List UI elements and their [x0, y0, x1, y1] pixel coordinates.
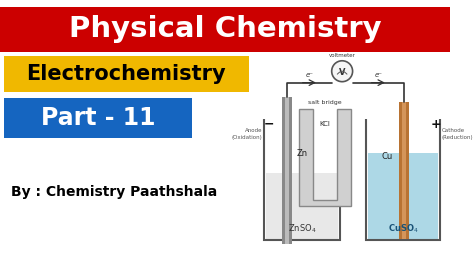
Bar	[402, 102, 406, 239]
Text: KCl: KCl	[319, 122, 330, 127]
Bar	[0, 7, 450, 52]
Bar	[266, 173, 338, 240]
Bar	[368, 153, 438, 240]
PathPatch shape	[300, 109, 351, 206]
Bar	[399, 102, 409, 239]
Text: Anode
(Oxidation): Anode (Oxidation)	[232, 128, 262, 140]
Bar	[4, 98, 192, 138]
Text: Physical Chemistry: Physical Chemistry	[69, 15, 382, 43]
Text: voltmeter: voltmeter	[328, 53, 356, 58]
Bar	[285, 97, 289, 244]
Text: +: +	[431, 118, 442, 131]
Bar	[283, 97, 292, 244]
Text: ZnSO$_4$: ZnSO$_4$	[288, 223, 317, 235]
Bar	[4, 56, 249, 92]
Text: Cathode
(Reduction): Cathode (Reduction)	[442, 128, 474, 140]
Text: −: −	[264, 118, 274, 131]
Text: e⁻: e⁻	[374, 72, 382, 78]
Circle shape	[332, 61, 353, 82]
Text: By : Chemistry Paathshala: By : Chemistry Paathshala	[11, 185, 218, 199]
Text: salt bridge: salt bridge	[308, 101, 342, 105]
Text: Part - 11: Part - 11	[41, 106, 155, 130]
Text: Cu: Cu	[381, 152, 392, 161]
Text: Zn: Zn	[297, 149, 308, 159]
Text: Electrochemistry: Electrochemistry	[27, 64, 226, 84]
Text: V: V	[339, 68, 346, 77]
Text: CuSO$_4$: CuSO$_4$	[388, 223, 419, 235]
Text: e⁻: e⁻	[305, 72, 313, 78]
